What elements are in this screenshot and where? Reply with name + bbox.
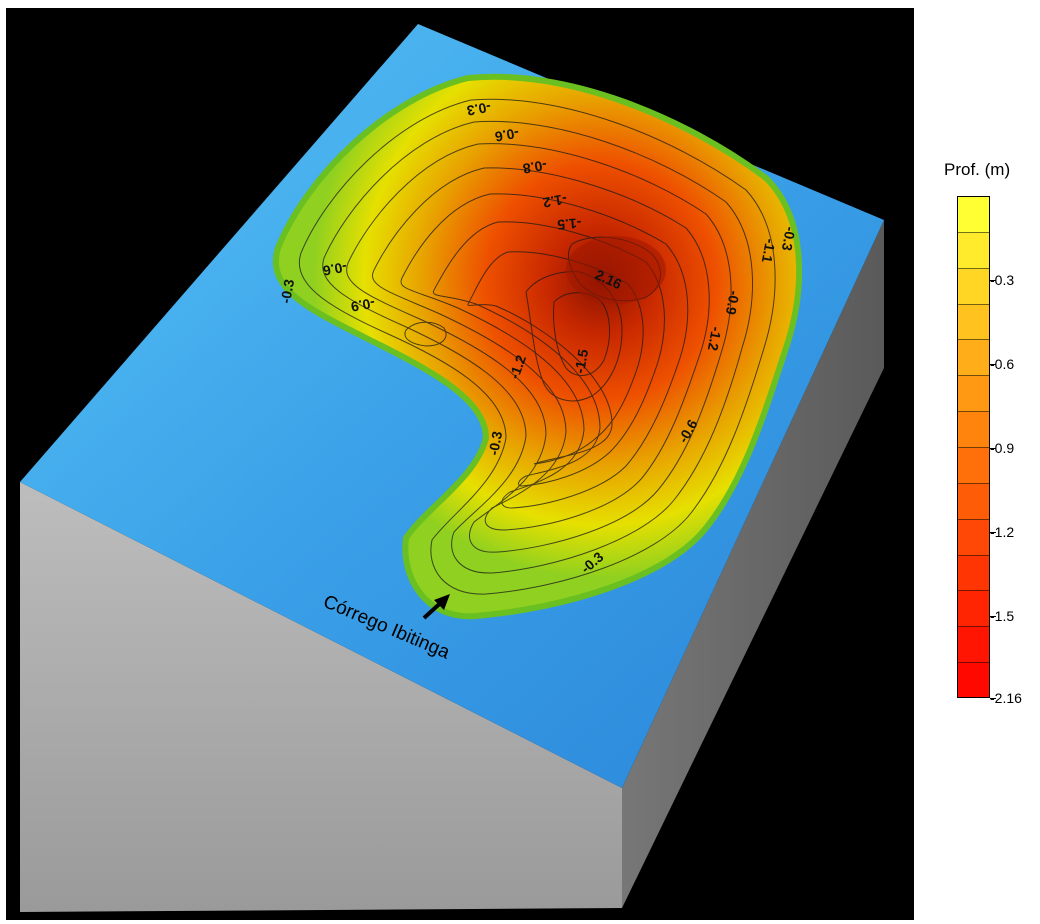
legend-color-step (958, 663, 989, 697)
contour-label: -1.1 (759, 237, 779, 264)
contour-label: -0.3 (779, 225, 799, 252)
legend-tick (990, 448, 996, 449)
legend-color-step (958, 627, 989, 664)
legend-title: Prof. (m) (944, 160, 1011, 179)
legend-tick (990, 616, 996, 617)
block-side-right (622, 220, 884, 908)
contour-label: -0.9 (350, 295, 377, 315)
legend-color-step (958, 555, 989, 592)
legend-tick (990, 280, 996, 281)
contour-label: -0.3 (485, 430, 505, 457)
terrain-surface: -0.3 -0.6 -0.8 -0.6 -0.9 -1.2 -1.5 2.16 … (20, 24, 884, 912)
legend-tick-label: -1.5 (990, 608, 1015, 624)
legend-color-step (958, 519, 989, 556)
legend-color-step (958, 232, 989, 269)
legend-colorbar (957, 196, 990, 698)
contour-label: -1.2 (506, 353, 529, 381)
deep-core (566, 236, 666, 304)
contour-label: -0.6 (322, 259, 349, 279)
contour-label: -1.2 (542, 191, 569, 211)
legend-tick-label: -0.6 (990, 356, 1015, 372)
contour-label: -0.6 (494, 125, 521, 145)
contour-label: -0.3 (277, 278, 297, 305)
contour-label: -1.5 (571, 348, 591, 375)
contour-label: -0.9 (723, 289, 743, 316)
contour-label: -1.5 (556, 215, 582, 233)
contour-label-group: -0.3 -0.6 -0.8 -0.6 -0.9 -1.2 -1.5 2.16 … (277, 99, 799, 576)
legend-tick-label: -0.3 (990, 272, 1015, 288)
block-side-front (20, 482, 622, 912)
legend-color-step (958, 268, 989, 305)
legend-tick-label: -2.16 (990, 690, 1022, 706)
legend-color-step (958, 448, 989, 484)
legend-tick-label: -0.9 (990, 440, 1015, 456)
legend-color-step (958, 376, 989, 413)
legend-tick-label: -1.2 (990, 524, 1015, 540)
legend-tick (990, 532, 996, 533)
contour-label: -0.3 (466, 99, 493, 119)
legend-color-step (958, 412, 989, 448)
legend-tick (990, 364, 996, 365)
legend-color-step (958, 304, 989, 341)
contour-label: -0.8 (522, 157, 549, 177)
annotation-arrowhead (434, 594, 450, 610)
legend-color-step (958, 197, 989, 233)
legend-color-step (958, 340, 989, 377)
contour-label: -1.2 (705, 325, 725, 352)
lake-area (273, 73, 803, 620)
depth-legend: Prof. (m) -0.3 -0.6 -0.9 -1.2 -1.5 -2.16 (930, 150, 1040, 710)
legend-color-step (958, 591, 989, 628)
map-3d-view: -0.3 -0.6 -0.8 -0.6 -0.9 -1.2 -1.5 2.16 … (6, 8, 914, 920)
legend-tick (990, 698, 996, 699)
legend-color-step (958, 483, 989, 520)
